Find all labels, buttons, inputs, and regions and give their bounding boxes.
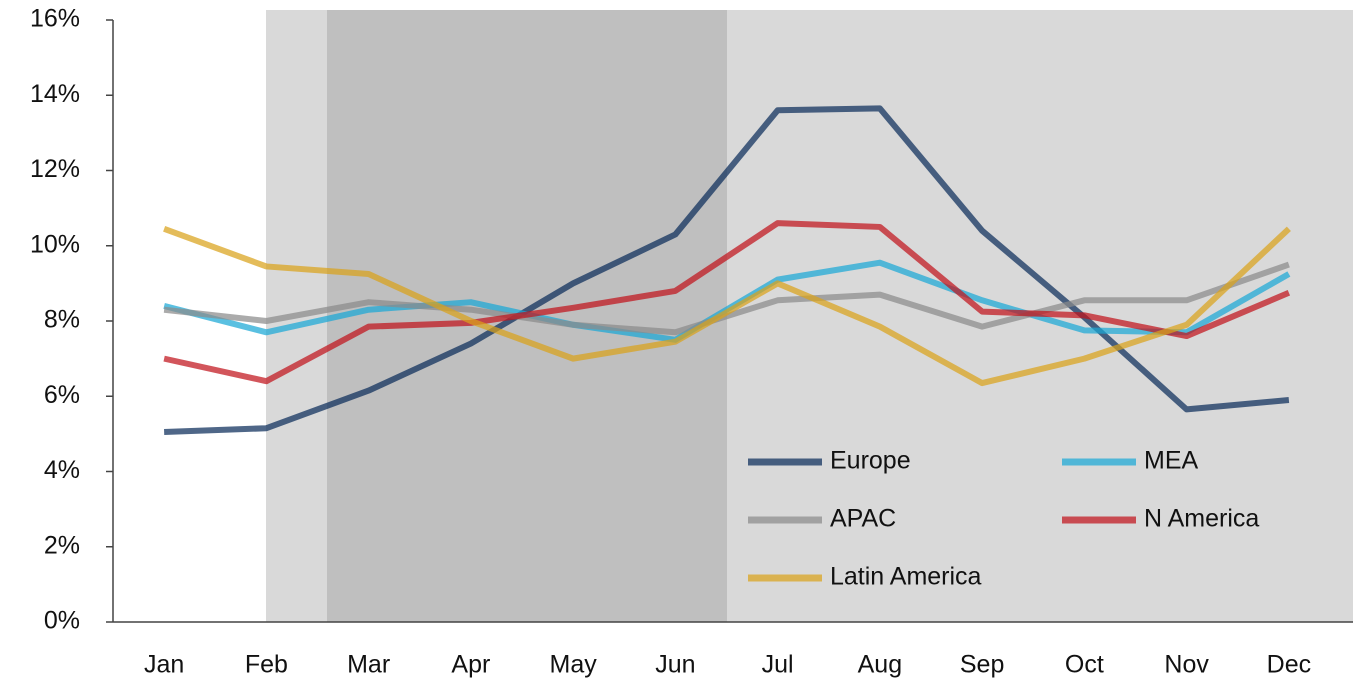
y-tick-label: 16% (30, 5, 80, 33)
legend-label: APAC (830, 505, 896, 533)
y-tick-label: 12% (30, 155, 80, 183)
y-tick-label: 14% (30, 80, 80, 108)
legend-label: Europe (830, 447, 911, 475)
x-tick-label: Sep (960, 651, 1004, 679)
x-tick-label: May (550, 651, 598, 679)
x-tick-label: Apr (451, 651, 490, 679)
x-tick-label: Feb (245, 651, 288, 679)
legend-label: Latin America (830, 563, 982, 591)
legend-label: N America (1144, 505, 1259, 533)
lines (163, 105, 1291, 435)
x-tick-label: Dec (1267, 651, 1311, 679)
x-tick-label: Jun (655, 651, 695, 679)
series-line (163, 220, 1291, 385)
y-tick-label: 8% (44, 306, 80, 334)
y-tick-label: 0% (44, 607, 80, 635)
y-tick-label: 2% (44, 531, 80, 559)
legend-label: MEA (1144, 447, 1199, 475)
x-tick-label: Jan (144, 651, 184, 679)
x-tick-label: Aug (858, 651, 902, 679)
series-line (163, 226, 1291, 387)
x-tick-label: Oct (1065, 651, 1104, 679)
y-tick-label: 4% (44, 456, 80, 484)
series-line (163, 261, 1290, 336)
x-tick-label: Nov (1164, 651, 1209, 679)
x-tick-label: Jul (762, 651, 794, 679)
x-tick-label: Mar (347, 651, 390, 679)
y-tick-label: 6% (44, 381, 80, 409)
y-tick-label: 10% (30, 230, 80, 258)
